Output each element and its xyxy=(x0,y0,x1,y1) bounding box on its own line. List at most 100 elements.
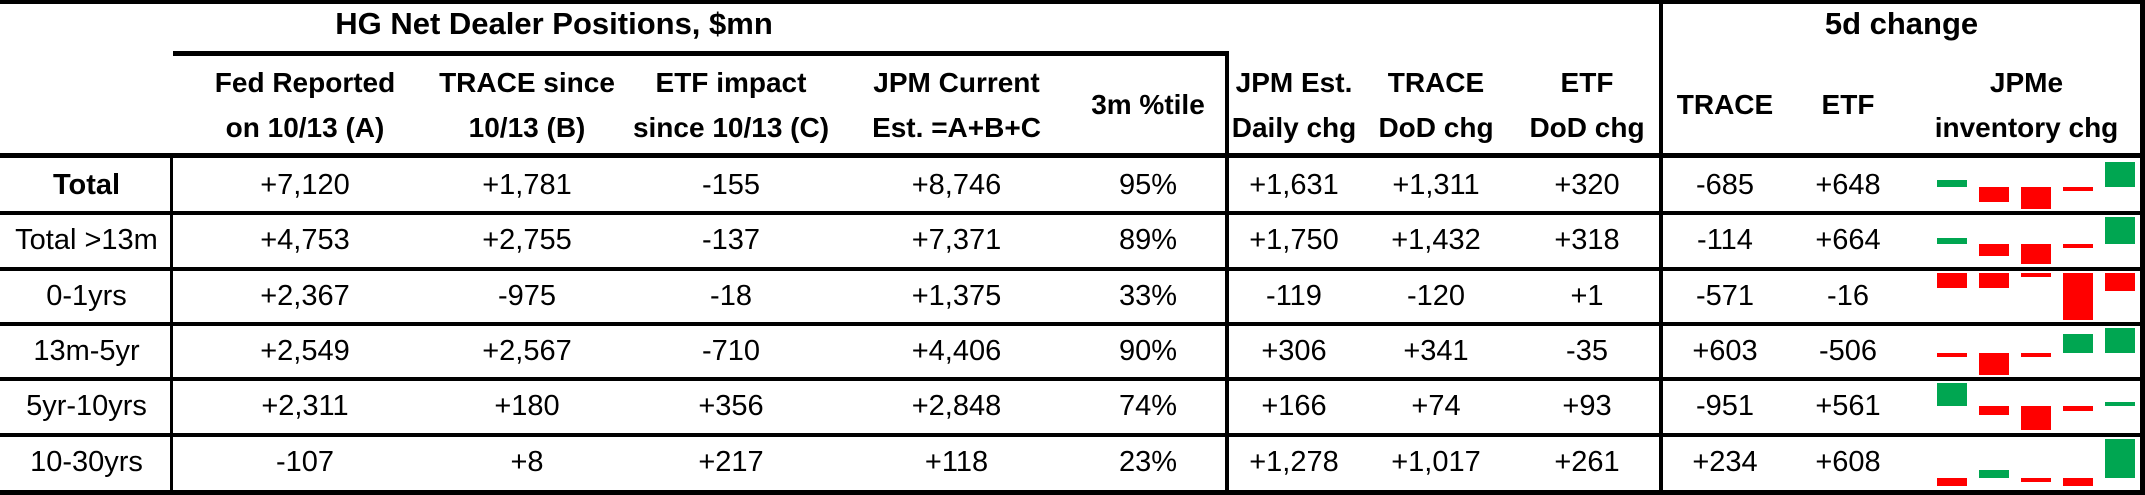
sparkline-canvas xyxy=(1937,269,2135,324)
cell-r5-c4: 23% xyxy=(1118,445,1178,478)
row-label: 10-30yrs xyxy=(30,445,143,478)
spark-bar-down xyxy=(1979,405,2009,416)
row-label: 5yr-10yrs xyxy=(26,390,147,423)
cell-r4-c9: +561 xyxy=(1815,390,1881,423)
cell-r1-c4: 89% xyxy=(1118,224,1178,257)
spark-bar-down xyxy=(2063,243,2093,248)
spark-bar-up xyxy=(2105,162,2135,188)
spark-bar-down xyxy=(1937,272,1967,289)
sparkline-canvas xyxy=(1937,213,2135,268)
col-header-jpme-inventory-chg: JPMe inventory chg xyxy=(1934,66,2119,143)
spark-bar-up xyxy=(2105,217,2135,244)
cell-r5-c5: +1,278 xyxy=(1249,445,1339,478)
column-header-row: Fed Reported on 10/13 (A) TRACE since 10/1… xyxy=(0,56,2145,153)
cell-r0-c6: +1,311 xyxy=(1392,169,1480,202)
5d-section-divider xyxy=(1659,0,1663,495)
col-header-trace-dod-chg: TRACE DoD chg xyxy=(1378,66,1494,143)
cell-r4-c0: +2,311 xyxy=(261,390,349,423)
col-header-3m-percentile: 3m %tile xyxy=(1091,89,1205,120)
cell-r3-c9: -506 xyxy=(1818,335,1878,368)
spark-bar-up xyxy=(1937,237,1967,244)
sparkline-canvas xyxy=(1937,379,2135,434)
cell-r3-c6: +341 xyxy=(1403,335,1469,368)
cell-r0-c7: +320 xyxy=(1554,169,1620,202)
cell-r4-c3: +2,848 xyxy=(911,390,1002,423)
cell-r5-c8: +234 xyxy=(1692,445,1758,478)
cell-r0-c5: +1,631 xyxy=(1249,169,1339,202)
row-label-header-blank xyxy=(0,56,173,153)
spark-bar-down xyxy=(2021,405,2051,431)
spark-bar-down xyxy=(1937,477,1967,486)
spark-bar-down xyxy=(1979,187,2009,202)
top-border xyxy=(0,0,2145,4)
cell-r5-c6: +1,017 xyxy=(1391,445,1481,478)
cell-r2-c4: 33% xyxy=(1118,279,1178,312)
cell-r0-c3: +8,746 xyxy=(911,169,1002,202)
spark-bar-down xyxy=(2063,477,2093,486)
row-label: Total xyxy=(52,169,121,202)
spark-bar-up xyxy=(2105,327,2135,353)
sparkline-canvas xyxy=(1937,324,2135,379)
spark-bar-down xyxy=(2021,272,2051,277)
col-header-5d-etf: ETF xyxy=(1821,89,1875,120)
cell-r4-c2: +356 xyxy=(698,390,764,423)
spark-bar-down xyxy=(2021,352,2051,357)
spark-bar-down xyxy=(1979,272,2009,289)
cell-r5-c1: +8 xyxy=(510,445,544,478)
cell-r1-c0: +4,753 xyxy=(260,224,350,257)
spark-bar-up xyxy=(1937,180,1967,188)
cell-r0-c8: -685 xyxy=(1695,169,1755,202)
jpme-inventory-sparkline xyxy=(1908,435,2145,490)
table-body: Total +7,120 +1,781 -155 +8,746 95% +1,631 +1,3… xyxy=(0,158,2145,490)
col-header-fed-reported: Fed Reported on 10/13 (A) xyxy=(214,66,396,143)
bottom-border xyxy=(0,490,2145,495)
cell-r4-c7: +93 xyxy=(1562,390,1612,423)
row-label: Total >13m xyxy=(15,224,158,257)
cell-r3-c7: -35 xyxy=(1566,335,1608,368)
spark-bar-up xyxy=(2105,438,2135,478)
col-header-jpm-est-daily-chg: JPM Est. Daily chg xyxy=(1231,66,1357,143)
cell-r5-c3: +118 xyxy=(924,445,989,478)
cell-r4-c5: +166 xyxy=(1261,390,1327,423)
spark-bar-down xyxy=(2021,477,2051,482)
spark-bar-up xyxy=(1937,383,1967,406)
cell-r3-c5: +306 xyxy=(1261,335,1327,368)
row-divider xyxy=(0,267,2145,271)
cell-r4-c6: +74 xyxy=(1411,390,1461,423)
spark-bar-down xyxy=(1937,352,1967,357)
spark-bar-up xyxy=(2063,333,2093,353)
cell-r4-c8: -951 xyxy=(1695,390,1755,423)
jpme-inventory-sparkline xyxy=(1908,379,2145,434)
row-divider xyxy=(0,377,2145,381)
cell-r2-c3: +1,375 xyxy=(911,279,1002,312)
5d-change-group-title: 5d change xyxy=(1824,6,1979,41)
spark-bar-down xyxy=(2063,272,2093,320)
label-column-divider xyxy=(170,153,173,495)
cell-r1-c7: +318 xyxy=(1554,224,1620,257)
spark-bar-up xyxy=(1979,469,2009,478)
cell-r5-c2: +217 xyxy=(698,445,764,478)
spark-bar-down xyxy=(2063,187,2093,192)
spark-bar-down xyxy=(2021,187,2051,209)
col-header-etf-dod-chg: ETF DoD chg xyxy=(1529,66,1645,143)
spark-bar-up xyxy=(2105,401,2135,406)
cell-r0-c1: +1,781 xyxy=(482,169,572,202)
right-border xyxy=(2140,0,2145,495)
cell-r1-c3: +7,371 xyxy=(911,224,1002,257)
cell-r0-c4: 95% xyxy=(1118,169,1178,202)
cell-r2-c2: -18 xyxy=(710,279,752,312)
percentile-column-divider xyxy=(1225,51,1229,495)
spark-bar-down xyxy=(2105,272,2135,292)
header-separator xyxy=(0,153,2145,158)
jpme-inventory-sparkline xyxy=(1908,213,2145,268)
cell-r2-c1: -975 xyxy=(497,279,557,312)
cell-r1-c9: +664 xyxy=(1815,224,1881,257)
row-divider xyxy=(0,211,2145,215)
cell-r4-c1: +180 xyxy=(494,390,560,423)
cell-r4-c4: 74% xyxy=(1118,390,1178,423)
cell-r2-c0: +2,367 xyxy=(260,279,350,312)
spark-bar-down xyxy=(1979,352,2009,375)
row-divider xyxy=(0,322,2145,326)
row-divider xyxy=(0,433,2145,437)
cell-r2-c6: -120 xyxy=(1406,279,1466,312)
